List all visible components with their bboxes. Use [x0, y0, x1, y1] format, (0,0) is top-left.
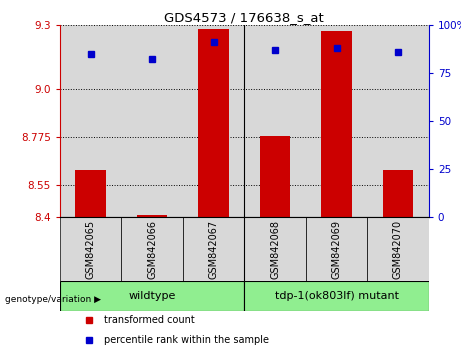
Bar	[75, 170, 106, 217]
Text: genotype/variation ▶: genotype/variation ▶	[5, 295, 100, 304]
Text: GSM842065: GSM842065	[86, 220, 96, 279]
Bar	[60, 217, 121, 281]
Bar	[137, 215, 167, 217]
Text: GSM842067: GSM842067	[208, 220, 219, 279]
Bar	[383, 170, 414, 217]
Bar	[198, 29, 229, 217]
Bar	[183, 25, 244, 217]
Text: GSM842068: GSM842068	[270, 220, 280, 279]
Bar	[60, 25, 121, 217]
Bar	[367, 25, 429, 217]
Bar	[183, 217, 244, 281]
Bar	[306, 217, 367, 281]
Bar	[60, 281, 244, 311]
Bar	[244, 217, 306, 281]
Bar	[121, 217, 183, 281]
Text: GSM842069: GSM842069	[331, 220, 342, 279]
Bar	[244, 25, 306, 217]
Bar	[306, 25, 367, 217]
Text: GSM842070: GSM842070	[393, 220, 403, 279]
Bar	[321, 31, 352, 217]
Text: percentile rank within the sample: percentile rank within the sample	[104, 335, 269, 345]
Title: GDS4573 / 176638_s_at: GDS4573 / 176638_s_at	[165, 11, 324, 24]
Bar	[244, 281, 429, 311]
Bar	[260, 136, 290, 217]
Text: GSM842066: GSM842066	[147, 220, 157, 279]
Text: wildtype: wildtype	[129, 291, 176, 301]
Bar	[367, 217, 429, 281]
Text: tdp-1(ok803lf) mutant: tdp-1(ok803lf) mutant	[275, 291, 398, 301]
Bar	[121, 25, 183, 217]
Text: transformed count: transformed count	[104, 315, 195, 325]
